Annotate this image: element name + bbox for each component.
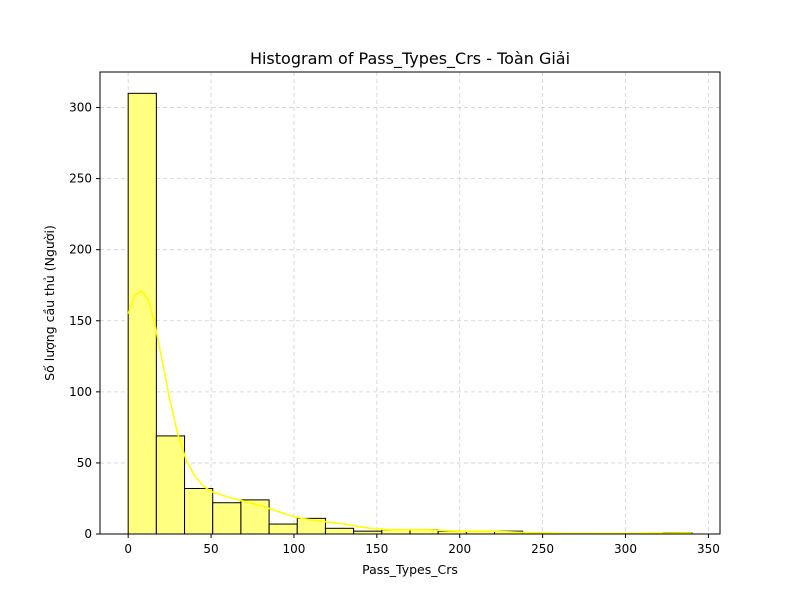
- plot-frame: [99, 71, 721, 535]
- histogram-bars: [127, 92, 693, 535]
- histogram-bar: [268, 523, 298, 535]
- y-tick-label: 150: [69, 314, 92, 328]
- y-tick-label: 250: [69, 172, 92, 186]
- y-tick-label: 0: [84, 527, 92, 541]
- axis-ticks: 0 50 100 150 200 250 300 350 0 50 100 150 200 250 300: [69, 101, 720, 556]
- chart-title: Histogram of Pass_Types_Crs - Toàn Giải: [250, 49, 570, 69]
- x-tick-label: 300: [614, 542, 637, 556]
- histogram-bar: [240, 499, 270, 535]
- x-tick-label: 200: [448, 542, 471, 556]
- histogram-bar: [212, 502, 242, 535]
- x-axis-label: Pass_Types_Crs: [362, 562, 458, 577]
- histogram-bar: [155, 435, 186, 535]
- x-tick-label: 50: [203, 542, 218, 556]
- x-tick-label: 150: [365, 542, 388, 556]
- grid-lines: [100, 72, 720, 535]
- y-tick-label: 200: [69, 243, 92, 257]
- histogram-bar: [324, 527, 355, 535]
- kde-curve: [127, 289, 692, 535]
- y-tick-label: 300: [69, 101, 92, 115]
- x-tick-label: 350: [697, 542, 720, 556]
- x-tick-label: 250: [531, 542, 554, 556]
- y-axis-label: Số lượng cầu thủ (Người): [42, 225, 57, 381]
- histogram-bar: [184, 488, 214, 535]
- y-tick-label: 50: [77, 456, 92, 470]
- kde-curve-group: [127, 289, 692, 535]
- y-tick-label: 100: [69, 385, 92, 399]
- x-tick-label: 100: [283, 542, 306, 556]
- x-tick-label: 0: [124, 542, 132, 556]
